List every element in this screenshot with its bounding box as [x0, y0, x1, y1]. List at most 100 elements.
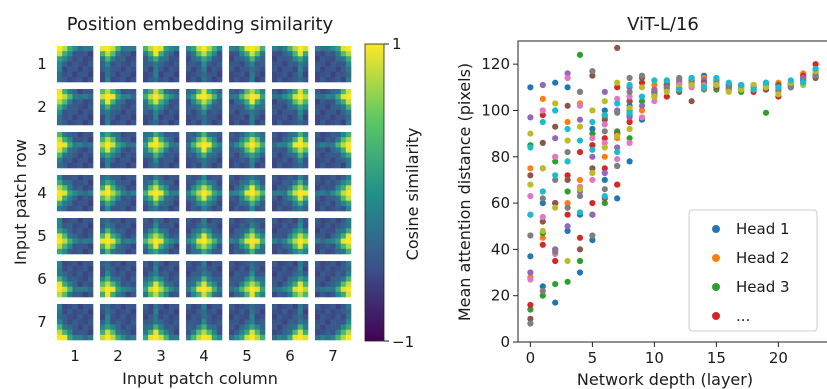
heatmap-pixel: [320, 266, 326, 272]
heatmap-pixel: [67, 132, 73, 138]
heatmap-pixel: [72, 137, 78, 143]
heatmap-pixel: [72, 180, 78, 186]
heatmap-pixel: [259, 61, 266, 67]
data-point: [614, 181, 621, 188]
heatmap-pixel: [130, 46, 137, 52]
heatmap-pixel: [143, 180, 149, 186]
heatmap-pixel: [340, 56, 347, 62]
heatmap-pixel: [234, 261, 240, 267]
heatmap-pixel: [67, 175, 73, 181]
heatmap-pixel: [196, 119, 202, 126]
heatmap-pixel: [120, 175, 127, 181]
heatmap-pixel: [216, 162, 223, 169]
heatmap-pixel: [191, 162, 197, 169]
heatmap-pixel: [168, 89, 175, 95]
heatmap-pixel: [244, 61, 250, 67]
heatmap-pixel: [259, 228, 266, 234]
heatmap-pixel: [277, 200, 283, 207]
heatmap-pixel: [168, 314, 175, 320]
heatmap-pixel: [130, 147, 137, 153]
data-point: [539, 213, 546, 221]
heatmap-pixel: [282, 56, 288, 62]
heatmap-pixel: [67, 223, 73, 229]
heatmap-pixel: [302, 314, 309, 320]
heatmap-pixel: [196, 291, 202, 298]
heatmap-pixel: [277, 319, 283, 325]
heatmap-pixel: [239, 137, 245, 143]
heatmap-pixel: [259, 71, 266, 78]
heatmap-pixel: [120, 71, 127, 78]
heatmap-pixel: [57, 76, 63, 83]
heatmap-pixel: [239, 109, 245, 116]
heatmap-pixel: [82, 276, 89, 282]
data-point: [589, 68, 596, 75]
heatmap-pixel: [191, 56, 197, 62]
heatmap-pixel: [87, 248, 94, 255]
heatmap-pixel: [297, 109, 304, 116]
heatmap-pixel: [191, 329, 197, 336]
heatmap-pixel: [297, 248, 304, 255]
heatmap-pixel: [82, 238, 89, 245]
heatmap-pixel: [67, 319, 73, 325]
heatmap-pixel: [105, 185, 111, 191]
heatmap-pixel: [244, 76, 250, 83]
heatmap-pixel: [249, 261, 256, 267]
heatmap-pixel: [211, 248, 218, 255]
heatmap-pixel: [325, 147, 331, 153]
heatmap-pixel: [148, 276, 154, 282]
heatmap-pixel: [239, 228, 245, 234]
heatmap-pixel: [282, 218, 288, 224]
heatmap-pixel: [277, 218, 283, 224]
heatmap-pixel: [211, 71, 218, 78]
heatmap-pixel: [72, 61, 78, 67]
heatmap-pixel: [211, 162, 218, 169]
heatmap-pixel: [148, 119, 154, 126]
heatmap-pixel: [340, 276, 347, 282]
data-point: [614, 100, 621, 107]
heatmap-pixel: [287, 286, 293, 293]
heatmap-pixel: [163, 190, 170, 196]
heatmap-pixel: [163, 271, 170, 277]
heatmap-pixel: [77, 104, 84, 110]
heatmap-pixel: [143, 190, 149, 196]
heatmap-pixel: [244, 304, 250, 310]
heatmap-pixel: [82, 89, 89, 95]
heatmap-pixel: [229, 114, 235, 121]
heatmap-pixel: [287, 137, 293, 143]
heatmap-pixel: [340, 119, 347, 126]
heatmap-pixel: [57, 162, 63, 169]
heatmap-pixel: [77, 228, 84, 234]
heatmap-pixel: [57, 119, 63, 126]
heatmap-pixel: [100, 223, 106, 229]
heatmap-pixel: [216, 248, 223, 255]
heatmap-column-tick-label: 4: [199, 347, 209, 365]
heatmap-pixel: [211, 109, 218, 116]
data-point: [564, 172, 571, 179]
heatmap-pixel: [115, 243, 121, 250]
heatmap-pixel: [216, 233, 223, 239]
heatmap-pixel: [277, 205, 283, 212]
heatmap-pixel: [173, 119, 180, 126]
heatmap-pixel: [67, 61, 73, 67]
heatmap-pixel: [345, 76, 352, 83]
heatmap-pixel: [297, 266, 304, 272]
heatmap-pixel: [120, 157, 127, 164]
heatmap-pixel: [130, 309, 137, 315]
data-point: [614, 84, 621, 91]
heatmap-pixel: [206, 319, 213, 325]
heatmap-pixel: [110, 94, 116, 100]
data-point: [638, 79, 646, 86]
heatmap-pixel: [287, 104, 293, 110]
heatmap-pixel: [186, 71, 192, 78]
heatmap-pixel: [297, 157, 304, 164]
heatmap-pixel: [216, 157, 223, 164]
heatmap-pixel: [105, 190, 111, 196]
heatmap-pixel: [125, 195, 132, 202]
heatmap-pixel: [67, 261, 73, 267]
heatmap-pixel: [340, 314, 347, 320]
heatmap-pixel: [168, 218, 175, 224]
heatmap-pixel: [82, 56, 89, 62]
heatmap-pixel: [325, 243, 331, 250]
heatmap-pixel: [57, 238, 63, 245]
heatmap-pixel: [315, 195, 321, 202]
